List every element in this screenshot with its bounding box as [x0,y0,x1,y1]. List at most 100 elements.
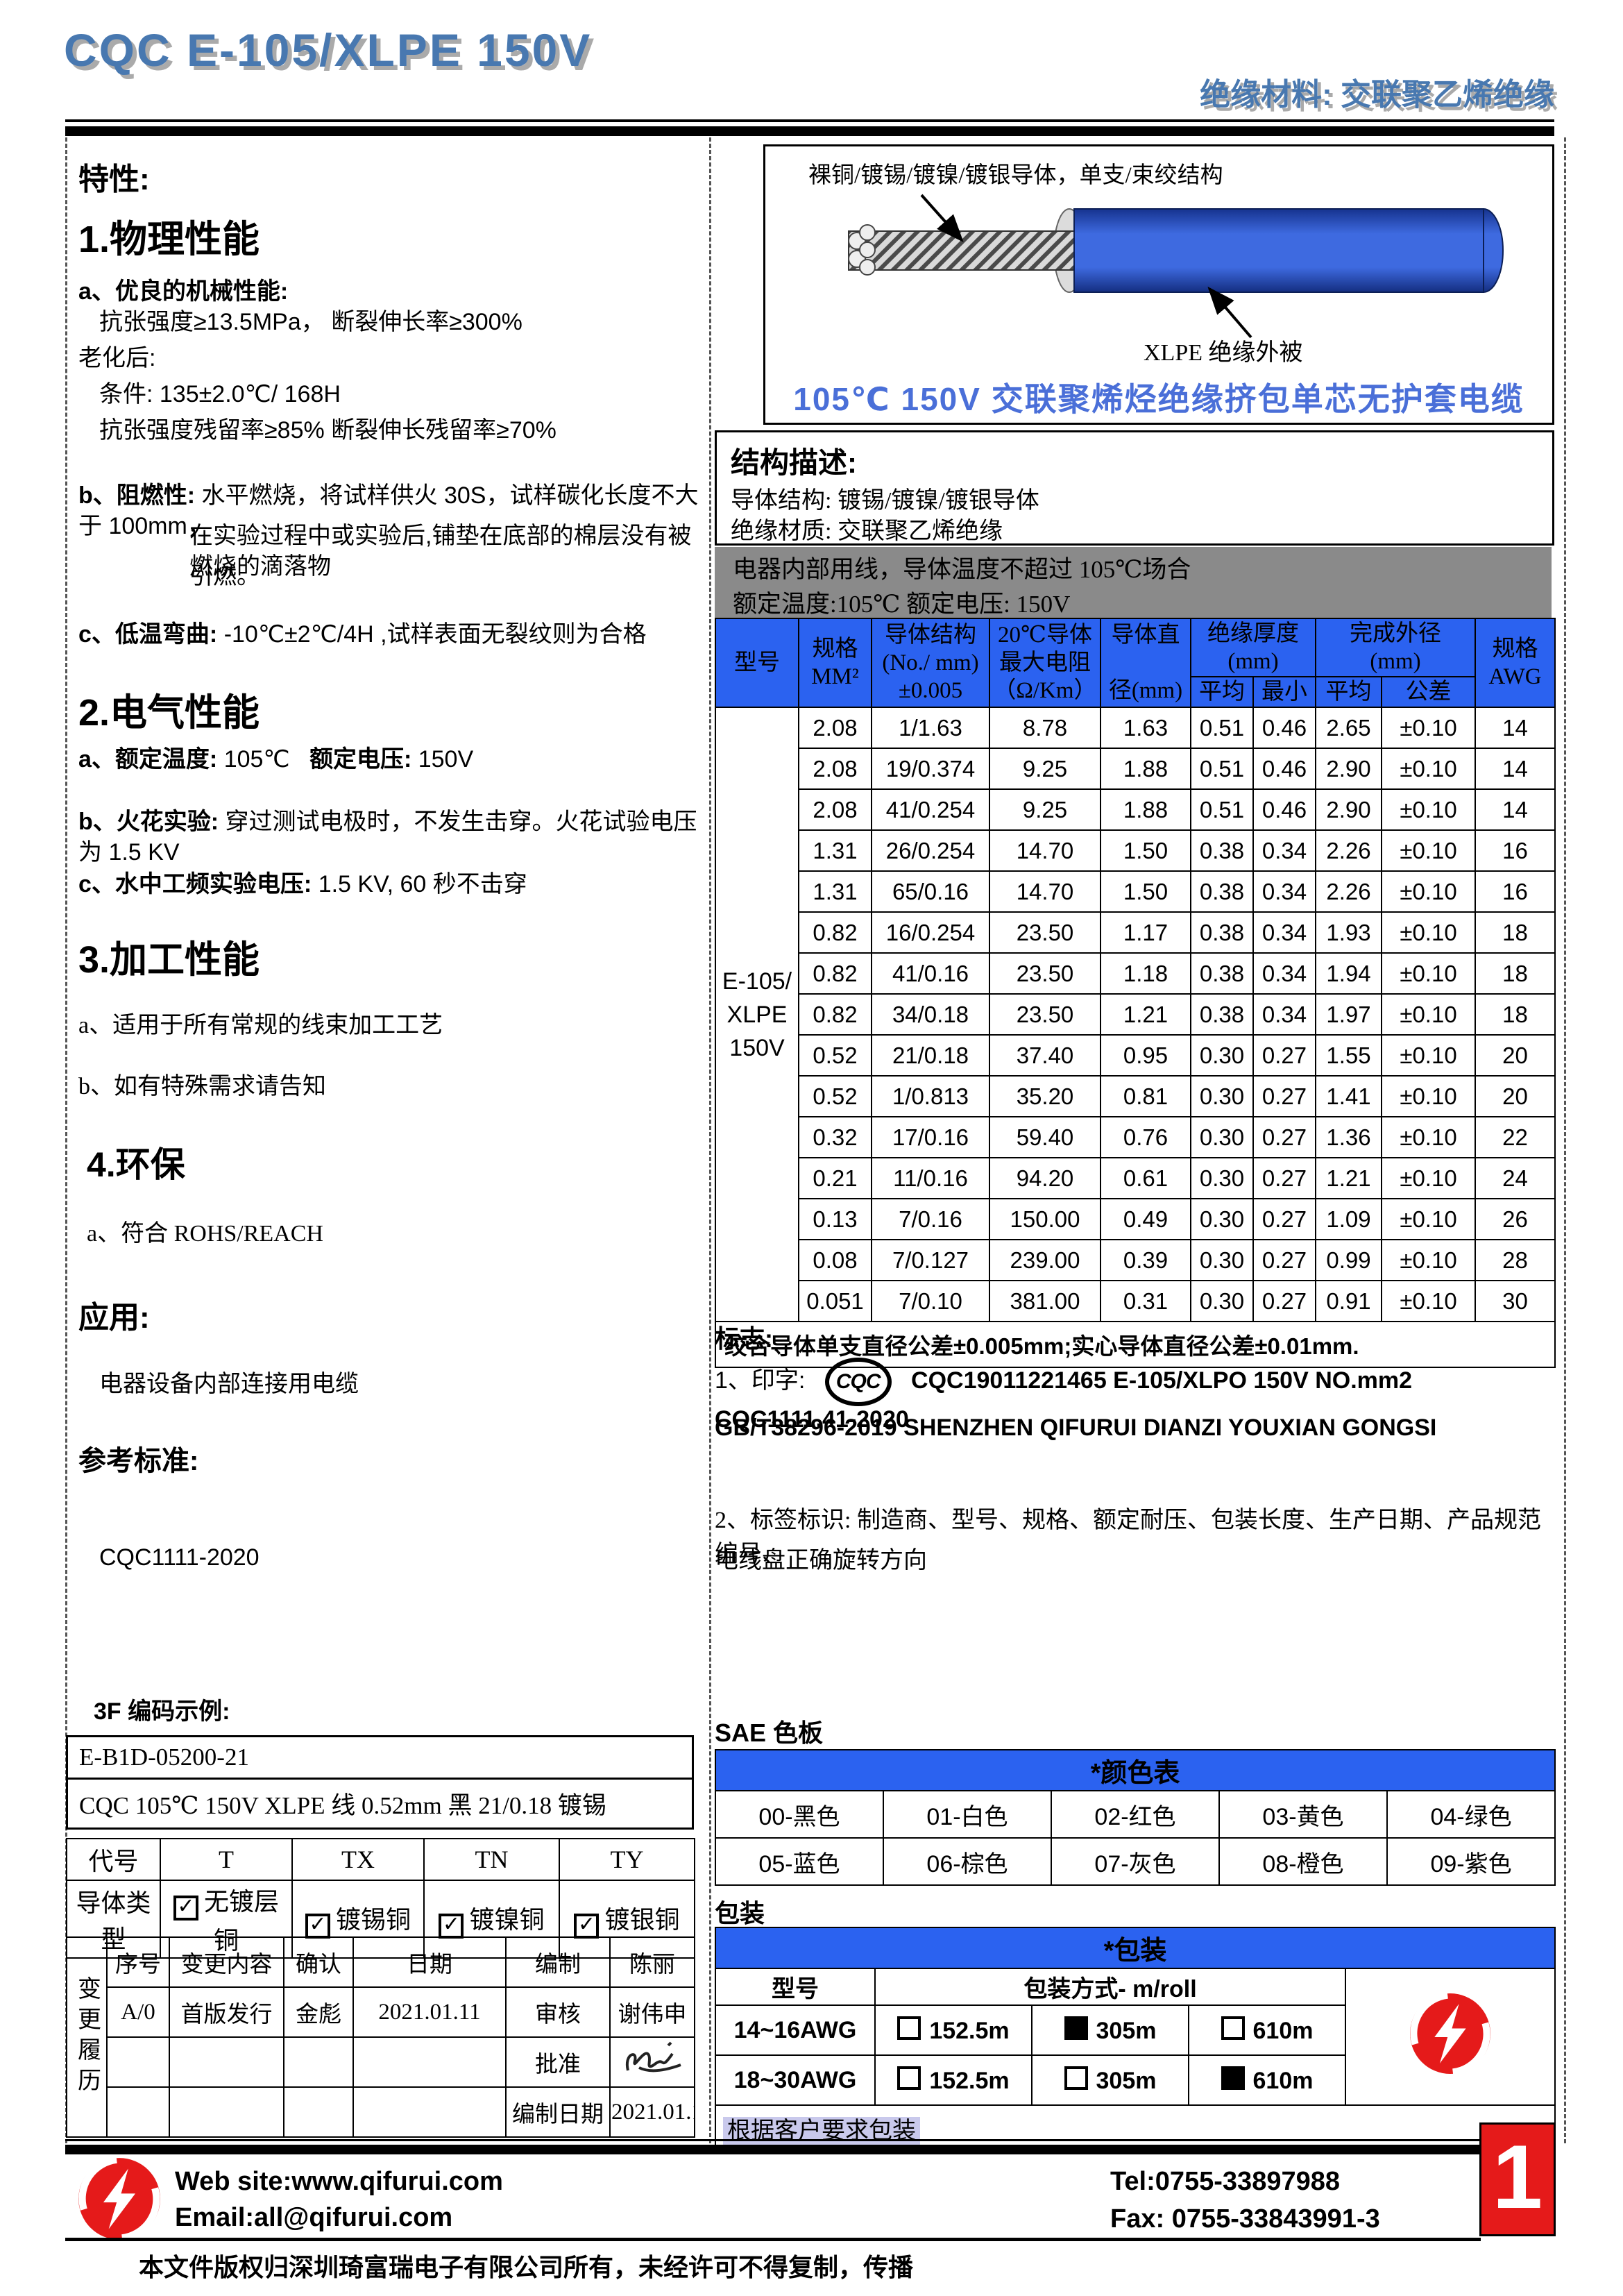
cell: 1.55 [1315,1034,1382,1077]
cell: 1.21 [1315,1157,1382,1199]
color-00-black: 00-黑色 [715,1790,884,1839]
cell: 11/0.16 [871,1157,990,1199]
center-dashed-border [709,137,711,2143]
cell: 0.30 [1190,1157,1254,1199]
cell: 0.99 [1315,1239,1382,1281]
spec-row: E-105/ XLPE 150V 2.08 1/1.63 8.78 1.63 0.51 0… [715,707,1556,1322]
checkbox-icon [1221,2066,1245,2090]
tensile-line: 抗张强度≥13.5MPa， 断裂伸长率≥300% [99,309,522,335]
cell: 23.50 [989,911,1101,954]
pack-option-label: 152.5m [929,2017,1010,2044]
cell: 0.34 [1252,911,1316,954]
cell: 1.18 [1100,952,1191,995]
history-prep-date-label: 编制日期 [505,2086,611,2138]
company-logo-cell [1344,1968,1556,2106]
pack-header-row: *包装 [714,1927,1556,1969]
cell: ±0.10 [1381,1116,1476,1158]
history-review-label: 审核 [505,1986,611,2038]
pack-option: 152.5m [874,2054,1033,2106]
history-row-approve: 批准 [67,2036,695,2088]
history-row-date: 编制日期 2021.01.11 [67,2086,695,2138]
color-01-white: 01-白色 [883,1790,1052,1839]
spec-h-ins-avg: 平均 [1190,676,1254,708]
pack-row-14-16: 14~16AWG 152.5m 305m 610m [715,2004,1555,2056]
right-column: 裸铜/镀锡/镀镍/镀银导体，单支/束绞结构 [714,139,1556,2152]
cell: 1.50 [1100,829,1191,872]
spec-h-awg: 规格 AWG [1475,618,1556,708]
cell: 0.30 [1190,1239,1254,1281]
cell: 2.90 [1315,788,1382,831]
cell: 0.08 [798,1239,872,1281]
spec-h-ins-min: 最小 [1252,676,1316,708]
marks-item1-label: 1、印字: [715,1367,806,1394]
spark-text: 穿过测试电极时，不发生击穿。火花试验电压为 1.5 KV [78,809,697,866]
checked-checkbox-icon: ✓ [574,1914,600,1939]
code-header-daihao: 代号 [66,1838,161,1881]
history-prepared-name: 陈丽 [609,1936,695,1988]
pack-col-method: 包装方式- m/roll [874,1968,1346,2006]
cell: 2.08 [798,707,872,749]
characteristics-heading: 特性: [78,162,150,196]
cell: 7/0.16 [871,1198,990,1240]
product-name-caption: 105℃ 150V 交联聚烯烃绝缘挤包单芯无护套电缆 [793,381,1524,417]
color-07-gray: 07-灰色 [1051,1837,1220,1886]
mech-label: a、优良的机械性能: [78,278,289,305]
spec-h-od: 完成外径 (mm) [1315,618,1476,677]
cell: 14 [1475,748,1556,790]
structure-insulation-line: 绝缘材质: 交联聚乙烯绝缘 [731,518,1003,544]
spec-row: 2.08 41/0.254 9.25 1.88 0.51 0.46 2.90 ±0.10 14 [715,788,1556,831]
history-row-a0: A/0 首版发行 金彪 2021.01.11 审核 谢伟申 [67,1986,695,2038]
cell: 20 [1475,1075,1556,1117]
cell: ±0.10 [1381,870,1476,913]
flame-label: b、阻燃性: [78,482,196,509]
electrical-heading: 2.电气性能 [78,692,260,734]
spec-row: 0.52 21/0.18 37.40 0.95 0.30 0.27 1.55 ±0.10 20 [715,1034,1556,1077]
cell: 0.38 [1190,993,1254,1036]
cell: 37.40 [989,1034,1101,1077]
marks-item1-line2: GB/T38296-2019 SHENZHEN QIFURUI DIANZI Y… [715,1415,1437,1441]
cell: 14.70 [989,870,1101,913]
reference-heading: 参考标准: [78,1446,199,1476]
cell: 0.52 [798,1075,872,1117]
cell: 23.50 [989,952,1101,995]
cell: 1/0.813 [871,1075,990,1117]
cell: 0.52 [798,1034,872,1077]
pack-subheader-row: 型号 包装方式- m/roll [715,1968,1556,2106]
conductor-type-tinned-label: 镀锡铜 [335,1905,411,1934]
packaging-title: 包装 [715,1899,765,1927]
cell: 1.31 [798,829,872,872]
cell: 0.30 [1190,1034,1254,1077]
cell: 0.27 [1252,1239,1316,1281]
history-h-seq: 序号 [106,1936,170,1988]
cell: 2.26 [1315,829,1382,872]
history-empty-cell [352,2036,507,2088]
history-empty-cell [106,2086,170,2138]
cell: 65/0.16 [871,870,990,913]
footer-tel: Tel:0755-33897988 [1110,2167,1340,2196]
history-review-name: 谢伟申 [609,1986,695,2038]
pack-option-label: 305m [1096,2067,1157,2094]
cell: 0.38 [1190,952,1254,995]
cell: 0.51 [1190,707,1254,749]
checked-checkbox-icon: ✓ [439,1914,464,1939]
cell: 23.50 [989,993,1101,1036]
cell: 0.34 [1252,829,1316,872]
spec-h-resistance: 20℃导体 最大电阻 （Ω/Km） [989,618,1101,708]
rated-line: a、额定温度: 105℃ 额定电压: 150V [78,744,706,775]
sae-row1: 00-黑色 01-白色 02-红色 03-黄色 04-绿色 [715,1790,1556,1839]
cell: 14 [1475,707,1556,749]
spec-row: 0.82 16/0.254 23.50 1.17 0.38 0.34 1.93 ±0.10 18 [715,911,1556,954]
cell: ±0.10 [1381,829,1476,872]
pack-model-14-16: 14~16AWG [715,2004,876,2056]
sae-header-row: *颜色表 [714,1749,1556,1791]
cell: 0.27 [1252,1116,1316,1158]
sae-title: SAE 色板 [715,1719,824,1747]
cell: 0.38 [1190,911,1254,954]
color-05-blue: 05-蓝色 [715,1837,884,1886]
checked-checkbox-icon: ✓ [305,1914,330,1939]
cell: 9.25 [989,788,1101,831]
color-08-orange: 08-橙色 [1218,1837,1388,1886]
cell: 0.13 [798,1198,872,1240]
cell: 0.82 [798,911,872,954]
